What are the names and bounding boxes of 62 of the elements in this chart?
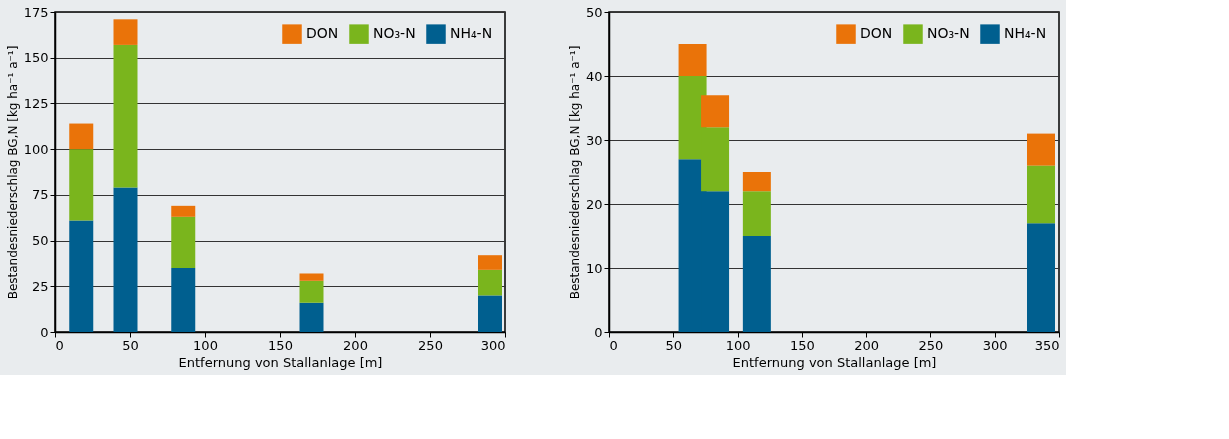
y-axis-title: Bestandesniederschlag BG,N [kg ha⁻¹ a⁻¹] bbox=[5, 45, 20, 300]
x-tick-label: 100 bbox=[725, 337, 751, 353]
bar bbox=[701, 95, 730, 128]
y-tick-label: 0 bbox=[594, 324, 603, 340]
y-tick-label: 150 bbox=[23, 50, 49, 66]
bar bbox=[1027, 133, 1055, 166]
x-axis-title: Entfernung von Stallanlage [m] bbox=[178, 354, 383, 370]
bar bbox=[113, 187, 138, 332]
y-tick-label: 125 bbox=[23, 95, 49, 111]
x-tick-label: 300 bbox=[480, 337, 506, 353]
bar bbox=[69, 123, 94, 150]
x-tick-label: 150 bbox=[789, 337, 815, 353]
bar bbox=[299, 280, 324, 303]
x-tick-label: 250 bbox=[918, 337, 944, 353]
y-tick-label: 100 bbox=[23, 141, 49, 157]
x-tick-label: 350 bbox=[1034, 337, 1060, 353]
y-tick-label: 175 bbox=[23, 4, 49, 20]
bar bbox=[299, 302, 324, 332]
y-tick-label: 25 bbox=[31, 278, 49, 294]
bar bbox=[69, 220, 94, 332]
y-tick-label: 20 bbox=[585, 196, 603, 212]
x-axis-title: Entfernung von Stallanlage [m] bbox=[732, 354, 937, 370]
y-tick-label: 75 bbox=[31, 187, 49, 203]
bar bbox=[171, 216, 196, 268]
bar bbox=[171, 205, 196, 217]
x-tick-label: 0 bbox=[55, 337, 64, 353]
y-tick-label: 50 bbox=[31, 233, 49, 249]
x-tick-label: 50 bbox=[665, 337, 683, 353]
bar bbox=[742, 236, 771, 332]
legend-label: NO₃-N bbox=[927, 25, 970, 42]
legend-label: NH₄-N bbox=[1004, 25, 1047, 42]
x-tick-label: 50 bbox=[122, 337, 139, 353]
legend-label: NO₃-N bbox=[373, 25, 416, 42]
bar bbox=[171, 268, 196, 332]
bar bbox=[478, 295, 502, 332]
bar bbox=[742, 172, 771, 192]
bar bbox=[69, 149, 94, 221]
y-tick-label: 40 bbox=[585, 68, 603, 84]
legend-label: DON bbox=[306, 25, 339, 42]
x-tick-label: 0 bbox=[609, 337, 618, 353]
bar bbox=[1027, 223, 1055, 332]
bar bbox=[678, 44, 707, 76]
bar bbox=[1027, 165, 1055, 224]
x-tick-label: 100 bbox=[193, 337, 218, 353]
bar bbox=[478, 269, 502, 296]
x-tick-label: 250 bbox=[418, 337, 443, 353]
legend-label: NH₄-N bbox=[450, 25, 493, 42]
legend-label: DON bbox=[860, 25, 893, 42]
bar bbox=[113, 44, 138, 188]
bar bbox=[299, 273, 324, 281]
y-tick-label: 0 bbox=[40, 324, 49, 340]
x-tick-label: 150 bbox=[268, 337, 293, 353]
y-tick-label: 50 bbox=[585, 4, 603, 20]
x-tick-label: 300 bbox=[982, 337, 1008, 353]
y-axis-title: Bestandesniederschlag BG,N [kg ha⁻¹ a⁻¹] bbox=[567, 45, 582, 300]
y-tick-label: 10 bbox=[585, 260, 603, 276]
y-tick-label: 30 bbox=[585, 132, 603, 148]
bar bbox=[478, 255, 502, 270]
bar bbox=[113, 19, 138, 45]
x-tick-label: 200 bbox=[854, 337, 880, 353]
bar bbox=[742, 191, 771, 236]
x-tick-label: 200 bbox=[343, 337, 368, 353]
